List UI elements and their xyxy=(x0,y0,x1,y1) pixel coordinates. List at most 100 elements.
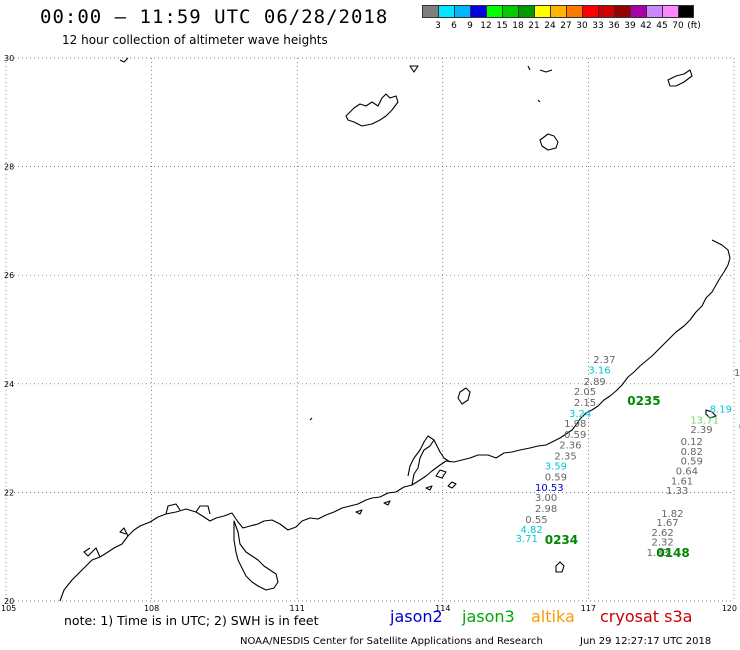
generation-timestamp: Jun 29 12:27:17 UTC 2018 xyxy=(580,636,712,647)
wave-height-value: 1.67 xyxy=(656,518,678,529)
coastline-segment xyxy=(539,69,553,73)
coastline-segment xyxy=(83,547,101,558)
legend-label: 9 xyxy=(467,21,473,31)
coastline-segment xyxy=(433,439,451,463)
wave-height-value: 2.39 xyxy=(690,425,712,436)
coastline-segment xyxy=(345,93,399,127)
credit-line: NOAA/NESDIS Center for Satellite Applica… xyxy=(240,636,543,647)
legend-label: 18 xyxy=(512,21,524,31)
satellite-name: altika xyxy=(531,607,575,626)
latitude-label: 28 xyxy=(4,163,14,172)
latitude-label: 20 xyxy=(4,597,14,606)
legend-swatch xyxy=(566,5,582,18)
legend-label: 3 xyxy=(435,21,441,31)
wave-height-value: 1.69 xyxy=(739,345,740,356)
pass-time-label: 0234 xyxy=(545,533,578,547)
legend-label: 42 xyxy=(640,21,652,31)
color-scale-legend xyxy=(422,5,694,18)
longitude-label: 105 xyxy=(1,604,16,613)
wave-height-value: 3.16 xyxy=(588,365,610,376)
wave-height-value: 2.05 xyxy=(574,387,596,398)
coastline-segment xyxy=(119,57,129,63)
coastline-segment xyxy=(355,509,363,515)
pass-time-label: 0235 xyxy=(627,394,660,408)
wave-height-value: 1.94 xyxy=(734,368,740,379)
satellite-pass-labels: 0235 01 0234 0148 xyxy=(545,394,740,560)
coastline-segment xyxy=(527,65,531,71)
wave-height-value: 2.36 xyxy=(559,440,581,451)
legend-swatch xyxy=(438,5,454,18)
wave-height-value: 3.00 xyxy=(535,493,557,504)
coastline-segment xyxy=(667,69,693,87)
wave-height-value: 4.82 xyxy=(520,525,542,536)
coastline-segment xyxy=(233,520,279,591)
longitude-label: 120 xyxy=(722,604,737,613)
legend-label: 15 xyxy=(496,21,508,31)
legend-label: 36 xyxy=(608,21,620,31)
longitude-label: 117 xyxy=(581,604,596,613)
pass-time-label: 0148 xyxy=(656,546,689,560)
wave-height-value: 13.71 xyxy=(690,415,719,426)
coastline-segment xyxy=(555,561,565,573)
coastline-segment xyxy=(447,481,457,489)
legend-label: 30 xyxy=(576,21,588,31)
pass-time-label: 01 xyxy=(739,420,740,434)
latitude-label: 24 xyxy=(4,380,14,389)
wave-height-value: 8.19 xyxy=(710,405,732,416)
legend-label: 12 xyxy=(480,21,492,31)
coastline-segment xyxy=(409,65,419,73)
wave-height-value: 4.0 xyxy=(739,336,740,347)
legend-swatch xyxy=(454,5,470,18)
wave-height-value: 3.71 xyxy=(516,534,538,545)
legend-swatch xyxy=(582,5,598,18)
lat-lon-grid xyxy=(5,57,735,602)
legend-swatch xyxy=(422,5,438,18)
wave-height-value: 0.59 xyxy=(545,472,567,483)
coastline-segment xyxy=(165,503,181,515)
satellite-name: cryosat s3a xyxy=(600,607,693,626)
legend-label: 45 xyxy=(656,21,668,31)
coastline-segment xyxy=(457,387,471,405)
coastline-segment xyxy=(435,469,447,479)
satellite-name: jason2 xyxy=(390,607,443,626)
latitude-label: 26 xyxy=(4,271,14,280)
wave-height-value: 2.62 xyxy=(651,528,673,539)
wave-height-value: 0.59 xyxy=(564,430,586,441)
latitude-label: 30 xyxy=(4,54,14,63)
wave-height-value: 3.24 xyxy=(569,409,591,420)
wave-height-value: 2.37 xyxy=(593,355,615,366)
satellite-name: jason3 xyxy=(462,607,515,626)
wave-height-observations: 2.373.162.892.052.153.241.980.592.362.35… xyxy=(516,336,740,559)
map-subtitle: 12 hour collection of altimeter wave hei… xyxy=(62,33,328,47)
legend-swatch xyxy=(518,5,534,18)
wave-height-value: 1.82 xyxy=(661,509,683,520)
coastline-segment xyxy=(705,409,717,419)
legend-label: 6 xyxy=(451,21,457,31)
coastline-segment xyxy=(59,271,725,602)
legend-swatch xyxy=(486,5,502,18)
coastline-segment xyxy=(309,417,313,421)
wave-height-value: 0.12 xyxy=(681,437,703,448)
legend-label: 33 xyxy=(592,21,604,31)
legend-swatch xyxy=(614,5,630,18)
coastline-segment xyxy=(711,239,731,273)
coastline-segment xyxy=(407,435,435,486)
wave-height-value: 1.61 xyxy=(671,476,693,487)
units-note: note: 1) Time is in UTC; 2) SWH is in fe… xyxy=(64,613,319,628)
legend-label: 21 xyxy=(528,21,540,31)
wave-height-value: 3.59 xyxy=(545,462,567,473)
wave-height-value: 2.89 xyxy=(584,377,606,388)
wave-height-value: 2.98 xyxy=(535,504,557,515)
legend-label: 27 xyxy=(560,21,572,31)
legend-label: 24 xyxy=(544,21,556,31)
legend-swatch xyxy=(502,5,518,18)
legend-label: (ft) xyxy=(687,21,701,31)
legend-swatch xyxy=(470,5,486,18)
legend-swatch xyxy=(630,5,646,18)
wave-height-value: 10.53 xyxy=(535,483,564,494)
map-title: 00:00 – 11:59 UTC 06/28/2018 xyxy=(40,6,389,28)
wave-height-value: 2.32 xyxy=(651,538,673,549)
legend-swatch xyxy=(678,5,694,18)
wave-height-value: 1.83 xyxy=(647,548,669,559)
